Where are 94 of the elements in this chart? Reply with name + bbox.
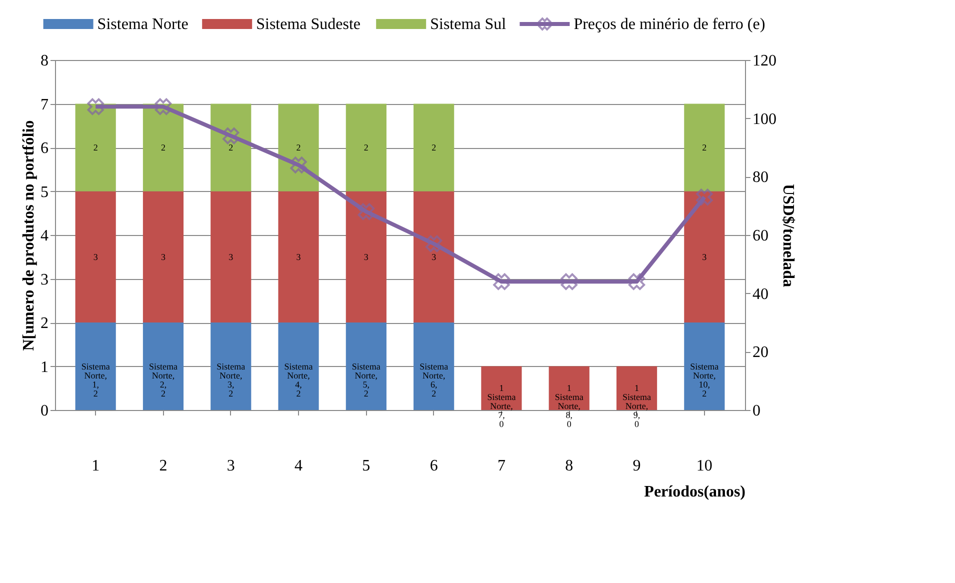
x-tick-label: 7 (497, 458, 506, 474)
data-label: Sistema Norte, 10, 2 (690, 361, 719, 398)
data-label: 2 (432, 142, 436, 152)
bar (548, 366, 590, 410)
y2-tick-label: 120 (752, 52, 776, 70)
point (222, 127, 240, 144)
data-label: 3 (296, 252, 302, 262)
bar (346, 104, 386, 192)
bar (346, 322, 386, 410)
y2-tick-label: 40 (752, 286, 768, 303)
bar (210, 191, 252, 322)
bar (684, 322, 725, 410)
legend-label: Sistema Sul (430, 16, 507, 33)
point (425, 235, 442, 252)
data-label: Sistema Norte, 4, 2 (284, 361, 313, 398)
bar (414, 191, 454, 322)
point (696, 188, 713, 206)
data-label: 2 (296, 142, 301, 152)
point (358, 203, 375, 220)
data-label: 2 (160, 142, 166, 152)
y2-tick-label: 60 (752, 228, 768, 244)
y2-tick-label: 100 (752, 110, 776, 128)
data-label: 2 (93, 142, 98, 152)
data-label: 3 (702, 252, 708, 262)
y-tick-label: 2 (40, 315, 48, 332)
data-label: 3 (228, 252, 234, 262)
bar (142, 322, 184, 410)
bar (684, 191, 725, 322)
y-tick-label: 6 (40, 140, 48, 157)
bar (75, 191, 116, 322)
data-label: Sistema Norte, 3, 2 (216, 361, 246, 398)
data-label: 3 (364, 252, 369, 262)
data-label: 1 (566, 383, 572, 394)
data-label: Sistema Norte, 6, 2 (420, 361, 448, 398)
y-tick-label: 7 (40, 96, 48, 114)
bar (75, 322, 116, 410)
data-label: 2 (364, 142, 368, 152)
data-label: 3 (432, 252, 437, 262)
bar (346, 191, 386, 322)
legend-label: Preços de minério de ferro (e) (574, 16, 766, 33)
x-tick-label: 3 (226, 458, 235, 474)
bar (75, 104, 116, 192)
data-label: 2 (228, 142, 234, 152)
data-label: 3 (160, 252, 166, 262)
point (560, 273, 578, 290)
data-label: 2 (702, 142, 707, 152)
bar (210, 322, 252, 410)
point (628, 273, 646, 290)
x-tick-label: 5 (362, 458, 370, 474)
data-label: Sistema Norte, 5, 2 (352, 361, 380, 398)
x-tick-label: 9 (632, 458, 641, 474)
data-label: 1 (634, 383, 640, 394)
y-tick-label: 5 (40, 184, 48, 201)
data-label: Sistema Norte, 7, 0 (487, 392, 516, 429)
x-tick-label: 2 (159, 458, 168, 474)
bar (414, 322, 454, 410)
point (87, 98, 104, 116)
x-tick-label: 8 (565, 458, 574, 474)
point (290, 156, 307, 174)
y2-tick-label: 0 (752, 402, 760, 420)
bar (142, 104, 184, 192)
x-tick-label: 1 (92, 458, 100, 474)
y-tick-label: 0 (40, 402, 48, 420)
bar (481, 366, 522, 410)
x-axis-title: Períodos(anos) (644, 484, 746, 500)
data-label: Sistema Norte, 1, 2 (81, 361, 110, 398)
data-label: 1 (499, 383, 504, 394)
legend-label: Sistema Sudeste (256, 16, 361, 33)
bar (278, 322, 319, 410)
data-label: Sistema Norte, 9, 0 (622, 392, 652, 429)
y-tick-label: 4 (40, 228, 48, 244)
bar (414, 104, 454, 192)
y-axis-title: N[umero de produtos no portfólio (20, 120, 38, 351)
point (493, 273, 510, 290)
bar (278, 104, 319, 192)
data-label: 3 (93, 252, 98, 262)
y-tick-label: 1 (40, 358, 48, 376)
bar (616, 366, 658, 410)
y-tick-label: 3 (40, 271, 48, 288)
point (154, 98, 172, 116)
data-label: Sistema Norte, 8, 0 (554, 392, 584, 429)
bar (278, 191, 319, 322)
x-tick-label: 10 (696, 458, 712, 474)
y2-axis-title: USD$/tonelada (780, 184, 796, 288)
x-tick-label: 4 (294, 458, 303, 474)
legend-label: Sistema Norte (97, 16, 188, 33)
bar (142, 191, 184, 322)
bar (684, 104, 725, 192)
y-tick-label: 8 (40, 52, 48, 70)
data-label: Sistema Norte, 2, 2 (148, 361, 178, 398)
y2-tick-label: 80 (752, 169, 768, 186)
y2-tick-label: 20 (752, 344, 768, 362)
bar (210, 104, 252, 192)
x-tick-label: 6 (430, 458, 438, 474)
